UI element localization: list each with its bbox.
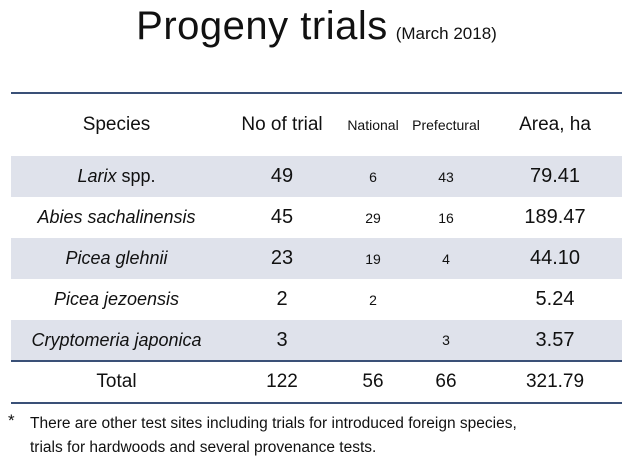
table-footer: Total 122 56 66 321.79 <box>11 361 622 403</box>
species-name: Cryptomeria japonica <box>31 329 202 350</box>
trials-cell: 3 <box>222 320 342 361</box>
prefectural-cell <box>404 279 488 320</box>
total-area: 321.79 <box>525 371 585 392</box>
progeny-trials-table: Species No of trial National Prefectural… <box>11 92 622 404</box>
area-cell: 44.10 <box>488 238 622 279</box>
table-header: Species No of trial National Prefectural… <box>11 93 622 156</box>
table-row: Picea jezoensis 2 2 5.24 <box>11 279 622 320</box>
title-date: (March 2018) <box>395 24 497 43</box>
national-cell <box>342 320 404 361</box>
national-cell: 2 <box>369 291 377 308</box>
species-name: Picea jezoensis <box>53 289 180 309</box>
species-name: Picea glehnii <box>65 248 168 268</box>
table-row: Larix spp. 49 6 43 79.41 <box>11 156 622 197</box>
prefectural-cell: 16 <box>438 209 454 226</box>
header-prefectural: Prefectural <box>412 117 480 133</box>
footnote-line-1: There are other test sites including tri… <box>30 415 517 432</box>
table-row: Abies sachalinensis 45 29 16 189.47 <box>11 197 622 238</box>
area-cell: 3.57 <box>488 320 622 361</box>
total-trials: 122 <box>266 371 298 392</box>
trials-cell: 23 <box>222 238 342 279</box>
footnote-line-2: trials for hardwoods and several provena… <box>30 439 377 456</box>
header-species: Species <box>82 114 151 135</box>
national-cell: 6 <box>342 156 404 197</box>
area-cell: 5.24 <box>535 288 575 310</box>
header-row: Species No of trial National Prefectural… <box>11 93 622 156</box>
species-cell: Abies sachalinensis <box>11 197 222 238</box>
trials-cell: 45 <box>270 206 294 228</box>
trials-cell: 2 <box>276 288 288 310</box>
species-cell: Picea jezoensis <box>11 279 222 320</box>
national-cell: 19 <box>342 238 404 279</box>
header-no-of-trial: No of trial <box>241 114 323 135</box>
national-cell: 29 <box>365 209 381 226</box>
footnote: * There are other test sites including t… <box>8 411 622 460</box>
total-label: Total <box>96 371 137 392</box>
table-body: Larix spp. 49 6 43 79.41 Abies sachaline… <box>11 156 622 361</box>
total-row: Total 122 56 66 321.79 <box>11 361 622 403</box>
species-name: Abies sachalinensis <box>37 207 196 227</box>
title-main: Progeny trials <box>136 4 388 48</box>
trials-cell: 49 <box>222 156 342 197</box>
species-cell: Picea glehnii <box>11 238 222 279</box>
area-cell: 189.47 <box>524 206 586 228</box>
table-row: Cryptomeria japonica 3 3 3.57 <box>11 320 622 361</box>
prefectural-cell: 43 <box>404 156 488 197</box>
header-national: National <box>347 117 399 133</box>
header-area: Area, ha <box>519 114 591 135</box>
prefectural-cell: 4 <box>404 238 488 279</box>
total-national: 56 <box>362 371 384 392</box>
prefectural-cell: 3 <box>404 320 488 361</box>
species-name: Larix <box>77 166 117 186</box>
page-title: Progeny trials (March 2018) <box>0 4 633 49</box>
area-cell: 79.41 <box>488 156 622 197</box>
species-suffix: spp. <box>116 166 156 186</box>
table-row: Picea glehnii 23 19 4 44.10 <box>11 238 622 279</box>
species-cell: Larix spp. <box>11 156 222 197</box>
species-cell: Cryptomeria japonica <box>11 320 222 361</box>
total-prefectural: 66 <box>435 371 457 392</box>
footnote-asterisk: * <box>8 411 15 430</box>
